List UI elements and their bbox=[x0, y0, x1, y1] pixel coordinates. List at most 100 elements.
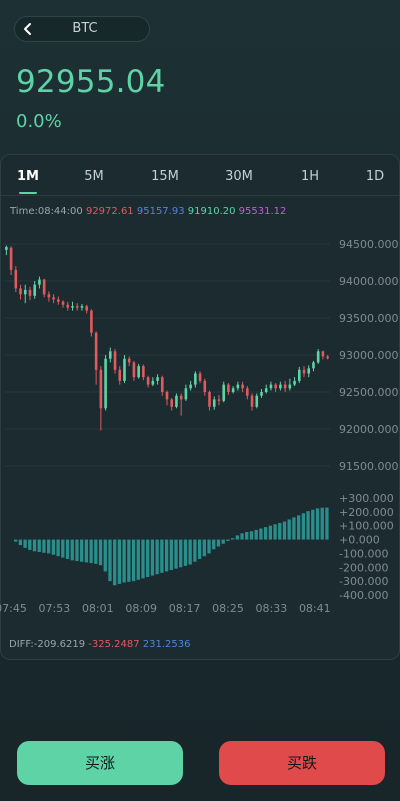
candle-body bbox=[212, 399, 216, 407]
candle-body bbox=[312, 362, 315, 369]
candle-body bbox=[146, 377, 150, 385]
macd-bar bbox=[164, 539, 169, 572]
candle-body bbox=[250, 395, 254, 407]
macd-bar bbox=[245, 531, 249, 540]
macd-bar bbox=[155, 539, 159, 575]
candle-body bbox=[269, 384, 273, 389]
top-bar: BTC bbox=[0, 0, 400, 60]
time-axis-label: 08:09 bbox=[125, 602, 157, 615]
macd-axis-label: +0.000 bbox=[339, 534, 380, 547]
macd-bar bbox=[141, 539, 145, 579]
macd-bar bbox=[301, 513, 306, 540]
macd-bar bbox=[150, 539, 155, 576]
macd-bar bbox=[212, 539, 216, 550]
macd-bar bbox=[65, 539, 70, 559]
macd-bar bbox=[207, 539, 211, 554]
candle-body bbox=[283, 384, 287, 389]
macd-bar bbox=[122, 539, 126, 583]
candle-body bbox=[194, 373, 197, 385]
info-value-3: 91910.20 bbox=[187, 206, 236, 217]
tab-15m[interactable]: 15M bbox=[151, 169, 179, 184]
macd-bar bbox=[61, 539, 65, 558]
candle-body bbox=[80, 306, 84, 308]
info-time: Time:08:44:00 bbox=[10, 206, 83, 217]
candle-body bbox=[71, 306, 74, 308]
macd-bar bbox=[240, 533, 244, 540]
candle-body bbox=[66, 304, 70, 308]
diff-value-2: 231.2536 bbox=[142, 639, 191, 650]
candle-body bbox=[151, 380, 155, 385]
tab-30m[interactable]: 30M bbox=[225, 169, 253, 184]
tab-5m[interactable]: 5M bbox=[84, 169, 104, 184]
macd-bar bbox=[108, 539, 112, 582]
candle-body bbox=[23, 289, 27, 295]
macd-bar bbox=[146, 539, 150, 577]
buy-up-button[interactable]: 买涨 bbox=[17, 741, 183, 785]
candle-body bbox=[52, 297, 55, 300]
back-symbol-pill[interactable]: BTC bbox=[14, 16, 150, 42]
macd-bar bbox=[273, 524, 277, 540]
candle-body bbox=[227, 384, 230, 392]
time-axis-label: 07:45 bbox=[0, 602, 27, 615]
macd-bar bbox=[23, 539, 27, 548]
macd-bar bbox=[249, 531, 254, 540]
candle-body bbox=[208, 392, 211, 407]
macd-bar bbox=[296, 515, 301, 540]
macd-bar bbox=[131, 539, 136, 582]
macd-bar bbox=[127, 539, 131, 582]
macd-axis-label: +200.000 bbox=[339, 506, 394, 519]
candle-body bbox=[85, 306, 88, 311]
candle-body bbox=[19, 288, 22, 295]
candle-body bbox=[42, 279, 46, 295]
time-axis-label: 08:01 bbox=[82, 602, 114, 615]
candle-body bbox=[14, 269, 18, 289]
candle-body bbox=[184, 388, 188, 400]
chart-panel: 1M 5M 15M 30M 1H 1D Time:08:44:00 92972.… bbox=[0, 154, 400, 660]
macd-bar bbox=[94, 539, 98, 564]
macd-bar bbox=[259, 528, 263, 540]
kline-chart[interactable]: 94500.000 94000.000 93500.000 93000.000 9250… bbox=[0, 154, 400, 660]
candle-body bbox=[297, 369, 301, 381]
macd-bar bbox=[221, 539, 225, 544]
candle-body bbox=[142, 366, 145, 378]
candle-body bbox=[28, 289, 32, 296]
interval-tabs: 1M 5M 15M 30M 1H 1D bbox=[1, 155, 399, 196]
candle-body bbox=[38, 279, 41, 285]
candle-body bbox=[302, 369, 306, 374]
info-value-4: 95531.12 bbox=[238, 206, 287, 217]
tab-1h[interactable]: 1H bbox=[300, 169, 320, 184]
buy-down-button[interactable]: 买跌 bbox=[219, 741, 385, 785]
candle-body bbox=[57, 299, 60, 302]
macd-bar bbox=[70, 539, 74, 561]
macd-bar bbox=[75, 539, 79, 562]
tab-1m[interactable]: 1M bbox=[17, 169, 39, 184]
candle-body bbox=[104, 358, 107, 409]
macd-bar bbox=[160, 539, 164, 573]
chevron-left-icon[interactable] bbox=[21, 22, 35, 36]
tab-1d[interactable]: 1D bbox=[365, 169, 385, 184]
candle-body bbox=[326, 356, 329, 359]
candle-body bbox=[47, 294, 51, 298]
candle-body bbox=[189, 384, 192, 389]
macd-bar bbox=[311, 509, 315, 540]
macd-bar bbox=[169, 539, 173, 571]
macd-bar bbox=[235, 535, 239, 540]
macd-bar bbox=[268, 525, 272, 540]
time-axis-label: 08:17 bbox=[169, 602, 201, 615]
macd-bar bbox=[306, 511, 310, 540]
candle-body bbox=[279, 384, 282, 389]
info-value-2: 95157.93 bbox=[136, 206, 185, 217]
macd-bar bbox=[18, 539, 23, 546]
macd-bar bbox=[89, 539, 93, 564]
candle-body bbox=[113, 351, 117, 370]
macd-bar bbox=[47, 539, 51, 554]
macd-bar bbox=[278, 522, 282, 540]
macd-bar bbox=[287, 519, 291, 540]
macd-bar bbox=[14, 539, 18, 542]
macd-bar bbox=[254, 529, 258, 540]
price-axis-label: 91500.000 bbox=[339, 460, 399, 473]
time-axis-label: 08:33 bbox=[256, 602, 288, 615]
candle-body bbox=[170, 399, 174, 407]
macd-bar bbox=[216, 539, 221, 547]
macd-axis-label: +100.000 bbox=[339, 520, 394, 533]
